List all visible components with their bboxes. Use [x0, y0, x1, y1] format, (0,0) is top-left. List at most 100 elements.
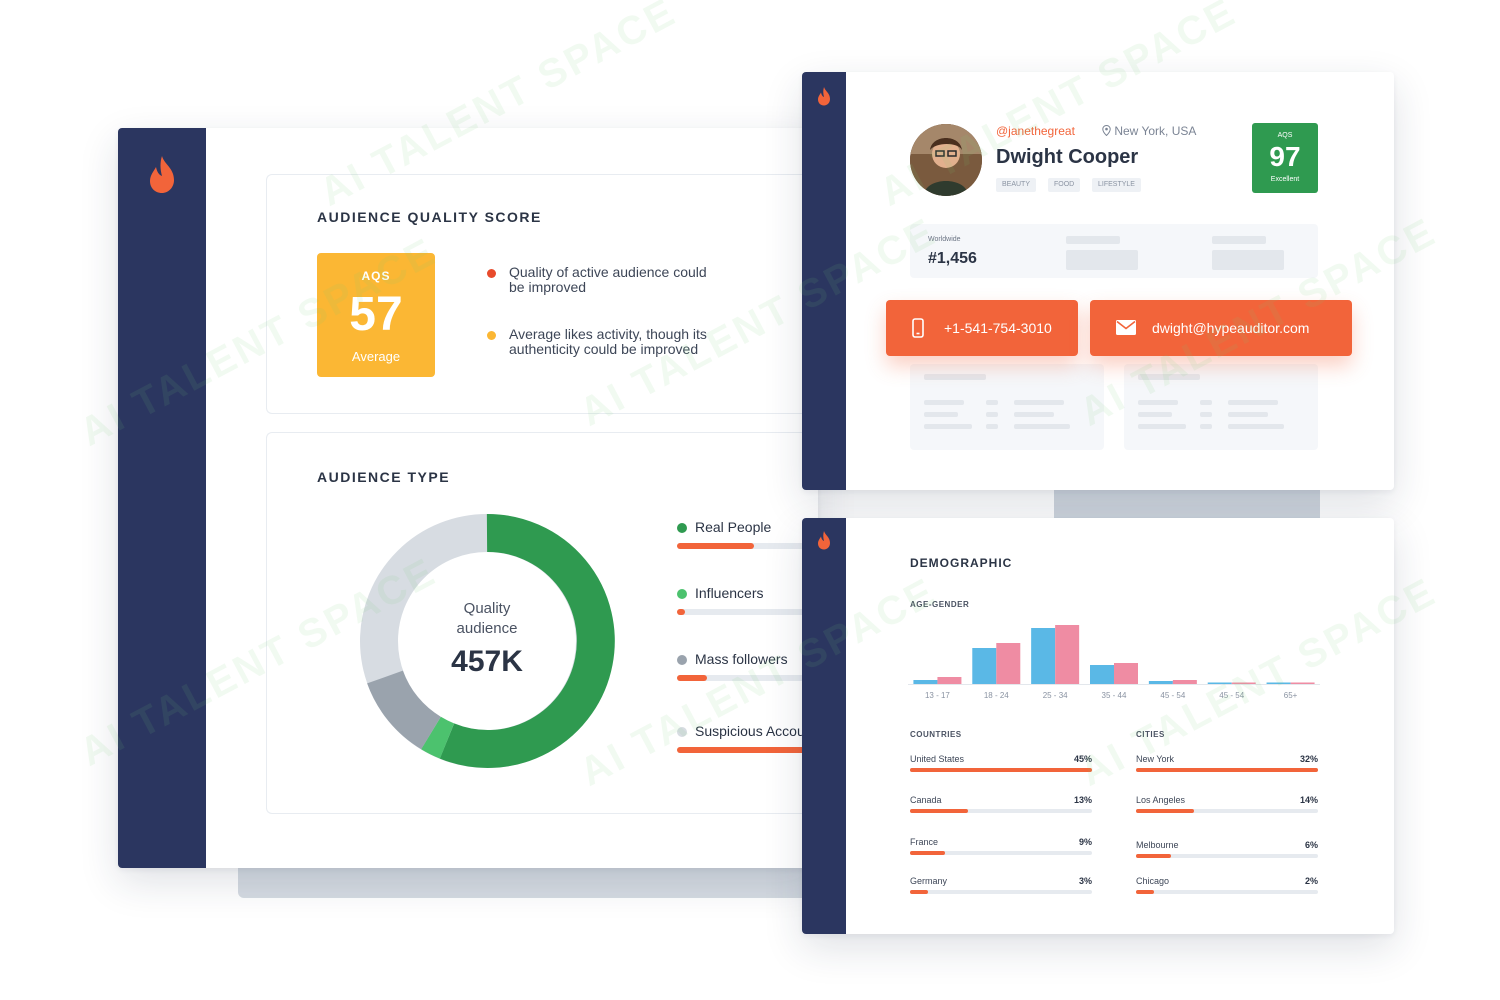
age-tick-label: 65+ [1284, 691, 1298, 700]
city-name: Los Angeles [1136, 795, 1186, 805]
email-button[interactable]: dwight@hypeauditor.com [1090, 300, 1352, 356]
geo-bar-track [910, 890, 1092, 894]
placeholder-bar [1212, 236, 1266, 244]
geo-bar-fill [1136, 854, 1171, 858]
placeholder-bar [1138, 400, 1178, 405]
bullet-dot-icon [487, 331, 496, 340]
phone-button[interactable]: +1-541-754-3010 [886, 300, 1078, 356]
age-gender-chart: 13 - 17 18 - 24 25 - 34 35 - 44 45 - 54 45 - … [908, 625, 1320, 700]
location-text: New York, USA [1114, 124, 1197, 138]
placeholder-bar [1228, 400, 1278, 405]
city-percent: 2% [1304, 876, 1318, 886]
rank-panel: Worldwide #1,456 [910, 224, 1318, 278]
city-name: New York [1136, 754, 1175, 764]
placeholder-bar [1228, 424, 1284, 429]
country-percent: 45% [1073, 754, 1092, 764]
geo-bar-fill [910, 851, 945, 855]
age-tick-label: 45 - 54 [1219, 691, 1244, 700]
geo-bar-track [1136, 890, 1318, 894]
country-name: Germany [910, 876, 948, 886]
city-name: Chicago [1136, 876, 1170, 886]
profile-handle[interactable]: @janethegreat [996, 124, 1075, 138]
age-bar [1266, 682, 1291, 684]
aqs-section-title: AUDIENCE QUALITY SCORE [317, 209, 542, 225]
legend-dot-icon [677, 655, 687, 665]
placeholder-bar [1200, 412, 1212, 417]
age-bar [1055, 625, 1080, 684]
city-percent: 14% [1299, 795, 1318, 805]
age-tick-label: 45 - 54 [1160, 691, 1185, 700]
placeholder-bar [1212, 250, 1284, 270]
age-bar [1207, 682, 1232, 684]
flame-logo-icon[interactable] [816, 530, 832, 550]
profile-window: @janethegreat New York, USA Dwight Coope… [802, 72, 1394, 490]
age-bar [1031, 628, 1056, 684]
category-tag[interactable]: BEAUTY [996, 178, 1037, 192]
placeholder-bar [924, 400, 964, 405]
country-name: Canada [910, 795, 942, 805]
phone-number: +1-541-754-3010 [944, 320, 1052, 336]
geo-bar-fill [910, 890, 928, 894]
placeholder-bar [924, 412, 958, 417]
flame-logo-icon[interactable] [816, 86, 832, 106]
geo-bar-fill [910, 809, 968, 813]
geo-bar-fill [910, 768, 1092, 772]
rank-label: Worldwide [928, 236, 961, 243]
category-tag[interactable]: LIFESTYLE [1092, 178, 1141, 192]
placeholder-bar [1200, 400, 1212, 405]
age-bar [913, 680, 938, 684]
placeholder-bar [1228, 412, 1268, 417]
city-percent: 6% [1304, 840, 1318, 850]
age-bar [1090, 665, 1114, 684]
age-bar [1290, 682, 1315, 684]
placeholder-bar [1066, 236, 1120, 244]
legend-label: Mass followers [695, 651, 788, 667]
age-bar [1231, 682, 1256, 684]
placeholder-bar [1138, 424, 1186, 429]
age-bar [1148, 681, 1173, 684]
age-bar [996, 643, 1021, 684]
aqs-score: 97 [1269, 141, 1301, 172]
legend-label: Suspicious Accounts [695, 723, 818, 739]
age-tick-label: 13 - 17 [925, 691, 950, 700]
aqs-score-badge: AQS 97 Excellent [1252, 123, 1318, 193]
country-percent: 13% [1073, 795, 1092, 805]
category-tag[interactable]: FOOD [1048, 178, 1081, 192]
geo-bar-track [1136, 854, 1318, 858]
audience-type-title: AUDIENCE TYPE [317, 469, 451, 485]
country-percent: 3% [1078, 876, 1092, 886]
country-name: France [910, 837, 939, 847]
age-tick-label: 35 - 44 [1102, 691, 1127, 700]
country-percent: 9% [1078, 837, 1092, 847]
age-bar [972, 648, 997, 684]
placeholder-bar [1066, 250, 1138, 270]
main-window-base [238, 866, 818, 898]
aqs-rating: Excellent [1270, 176, 1300, 183]
placeholder-bar [986, 400, 998, 405]
avatar[interactable] [910, 124, 982, 196]
legend-bar-track [677, 675, 818, 681]
sidebar [802, 518, 846, 934]
mail-icon [1116, 320, 1136, 335]
geo-bar-track [910, 809, 1092, 813]
profile-name: Dwight Cooper [996, 146, 1139, 168]
placeholder-bar [1200, 424, 1212, 429]
aqs-bullet: Average likes activity, though its authe… [487, 327, 714, 357]
demographic-title: DEMOGRAPHIC [910, 556, 1013, 570]
audience-quality-card: AUDIENCE QUALITY SCORE AQS 57 Average Qu… [266, 174, 818, 414]
legend-bar-fill [677, 675, 707, 681]
placeholder-bar [1014, 400, 1064, 405]
age-tick-label: 18 - 24 [984, 691, 1009, 700]
main-window: AUDIENCE QUALITY SCORE AQS 57 Average Qu… [118, 128, 818, 868]
flame-logo-icon[interactable] [146, 154, 178, 194]
donut-center-value: 457K [451, 645, 523, 678]
city-percent: 32% [1299, 754, 1318, 764]
placeholder-bar [986, 424, 998, 429]
geo-bar-fill [1136, 768, 1318, 772]
age-bar [1114, 663, 1138, 684]
age-bar [937, 677, 962, 684]
geo-bar-fill [1136, 809, 1194, 813]
avatar-photo-icon [910, 124, 982, 196]
aqs-score-badge: AQS 57 Average [317, 253, 435, 377]
geo-bar-track [910, 851, 1092, 855]
